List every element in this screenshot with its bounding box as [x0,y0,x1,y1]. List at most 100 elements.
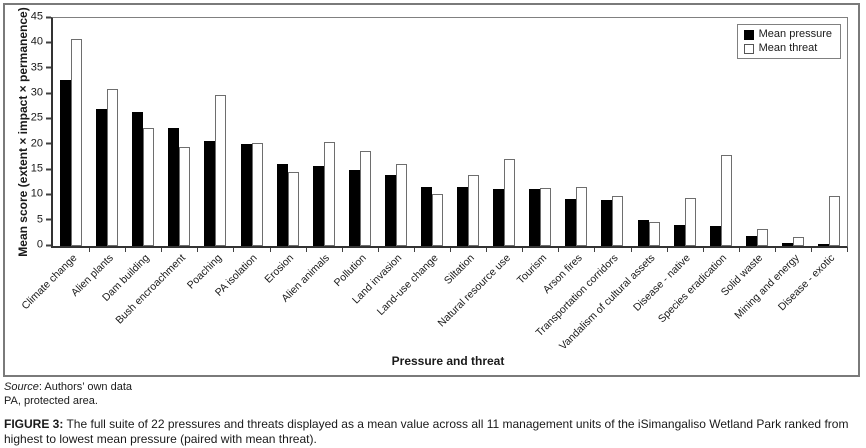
source-text: : Authors’ own data [38,381,133,393]
y-tick-label: 10 [30,187,43,200]
y-tick-mark [46,193,51,196]
legend-item-mean-threat: Mean threat [743,42,832,54]
y-tick: 15 [30,162,51,175]
y-tick: 5 [37,214,51,225]
category-group: Siltation [442,18,488,287]
category-group: Poaching [184,18,235,291]
y-tick-label: 35 [30,61,43,74]
y-tick-label: 20 [30,137,43,150]
x-tick-mark [413,248,415,252]
category-group: Mining and energy [732,18,812,322]
legend-label-pressure: Mean pressure [758,28,832,40]
y-tick: 30 [31,87,51,99]
bar-mean-threat [504,158,516,246]
bar-mean-pressure [420,187,432,246]
legend-label-threat: Mean threat [758,42,818,54]
x-tick-label: Siltation [441,252,477,287]
x-tick-mark [847,248,849,252]
x-tick-label: Bush encroachment [113,252,188,327]
bar-mean-threat [107,88,119,246]
bar-mean-pressure [96,109,108,246]
bar-mean-threat [829,196,841,246]
legend-swatch-threat-icon [743,43,754,54]
x-tick-mark [341,248,343,252]
category-group: Transportation corridors [534,18,632,339]
bar-mean-pressure [312,165,324,246]
figure-footer: Source: Authors’ own data PA, protected … [4,381,862,448]
y-tick-mark [46,92,51,95]
y-tick-label: 40 [30,35,43,48]
category-group: Dam building [100,18,163,304]
y-tick: 0 [36,238,51,251]
category-group: Disease - exotic [776,18,849,313]
bar-mean-pressure [132,111,144,246]
x-tick-label: Tourism [514,252,549,287]
bar-mean-pressure [384,174,396,246]
x-axis-title: Pressure and threat [391,354,505,368]
x-tick-mark [702,248,704,252]
y-tick-mark [46,41,51,44]
category-group: Arson fires [541,18,596,296]
x-tick-mark [774,248,776,252]
bar-mean-pressure [457,187,469,246]
bar-mean-threat [684,198,696,246]
category-group: PA isolation [213,18,271,299]
y-tick-mark [46,66,51,69]
x-tick-mark [377,248,379,252]
y-tick-label: 15 [30,162,43,175]
bar-mean-pressure [781,243,793,246]
abbreviation-note: PA, protected area. [4,394,98,407]
y-tick: 40 [30,35,51,48]
bar-mean-threat [359,151,371,246]
y-tick: 35 [31,62,51,73]
y-tick-label: 0 [36,238,43,251]
bar-mean-threat [648,222,660,246]
category-group: Natural resource use [435,18,524,329]
figure-caption-label: FIGURE 3: [4,416,64,431]
category-group: Bush encroachment [113,18,199,327]
category-group: Pollution [331,18,379,289]
bar-mean-pressure [276,164,288,246]
y-tick-label: 45 [30,10,43,23]
y-tick: 20 [31,138,51,149]
bar-mean-threat [431,193,443,246]
x-tick-mark [558,248,560,252]
category-group: Species eradication [656,18,740,325]
x-tick-mark [233,248,235,252]
x-tick-mark [450,248,452,252]
x-tick-mark [269,248,271,252]
category-group: Alien animals [280,18,343,305]
bar-mean-pressure [60,79,72,246]
bar-mean-threat [143,128,155,246]
category-group: Vandalism of cultural assets [557,18,668,352]
y-tick-mark [46,16,51,18]
x-tick-label: Natural resource use [435,252,513,330]
y-tick-mark [46,168,51,171]
bar-mean-threat [720,154,732,246]
x-tick-mark [125,248,127,252]
category-group: Disease - native [631,18,704,314]
bar-mean-pressure [529,188,541,246]
x-tick-label: Mining and energy [731,252,802,322]
x-tick-label: Erosion [262,252,297,286]
y-tick-mark [46,218,51,221]
category-group: Land invasion [350,18,415,306]
x-tick-mark [630,248,632,252]
bar-mean-threat [179,146,191,246]
source-note: Source: Authors’ own data [4,381,862,395]
bar-mean-pressure [673,225,685,246]
bar-mean-threat [540,188,552,246]
source-label: Source [4,381,39,393]
x-tick-mark [161,248,163,252]
bar-mean-pressure [204,140,216,246]
category-group: Erosion [262,18,307,286]
category-group: Tourism [514,18,560,286]
bar-mean-pressure [348,169,360,246]
bar-mean-pressure [168,128,180,246]
y-tick-mark [46,142,51,145]
x-tick-mark [486,248,488,252]
category-group: Alien plants [69,18,127,299]
bar-mean-pressure [709,225,721,246]
y-tick-label: 25 [30,111,43,124]
